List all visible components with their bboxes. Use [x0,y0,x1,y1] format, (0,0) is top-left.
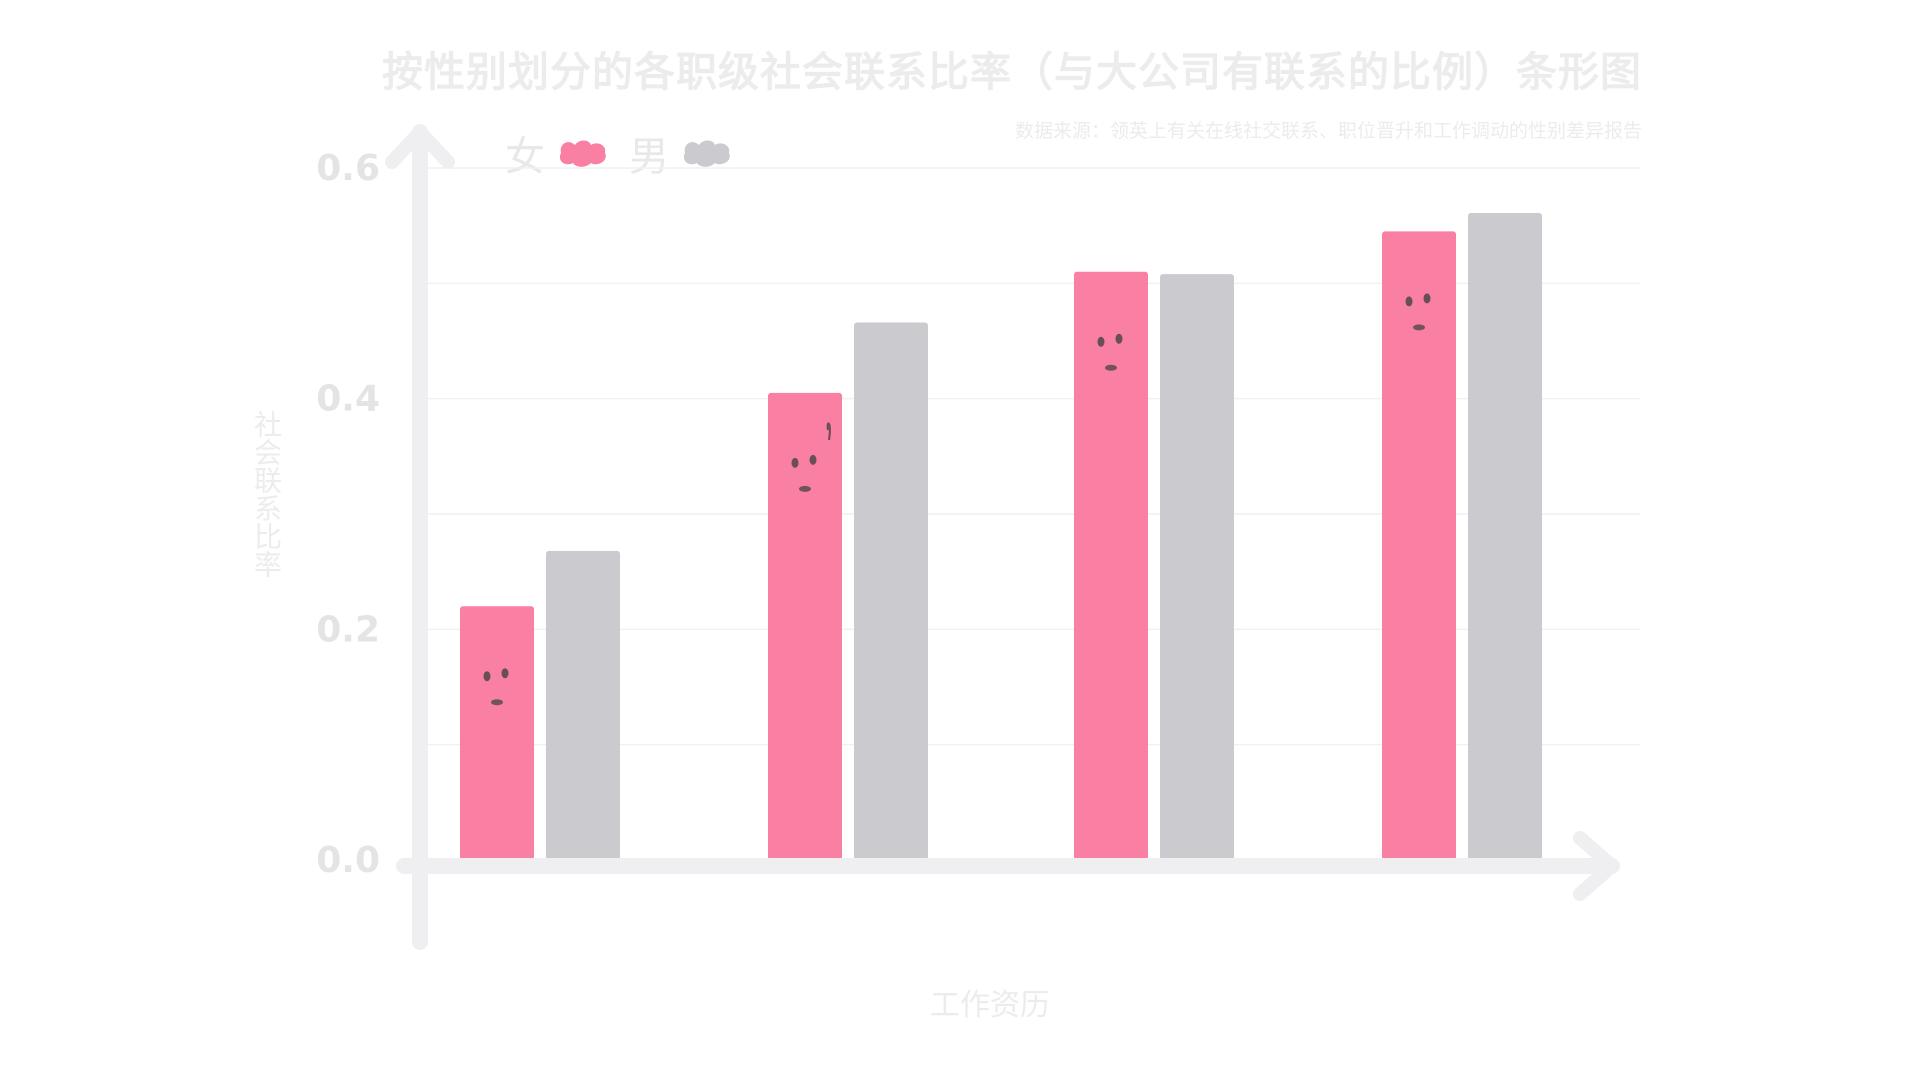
x-axis-label: 工作资历 [930,988,1050,1023]
bar-female [1074,271,1148,860]
y-axis-arrow [385,125,455,169]
chart-subtitle: 数据来源：领英上有关在线社交联系、职位晋升和工作调动的性别差异报告 [1014,120,1642,142]
bar-face-eye [501,668,509,679]
y-tick-label: 0.2 [316,609,380,650]
bar-male [1468,212,1542,861]
legend-label-female: 女 [505,134,545,180]
chart-title: 按性别划分的各职级社会联系比率（与大公司有联系的比例）条形图 [382,48,1642,96]
y-tick-label: 0.0 [316,840,380,881]
legend-swatch-female-shape [559,140,606,167]
bar-face-mouth [491,699,503,706]
legend-swatch-male-shape [683,140,730,167]
bar-face-eye [1097,336,1105,347]
bar-female [460,606,534,860]
bar-face-eye [483,671,491,682]
bar-face-eye [791,457,799,468]
legend-item-female: 女 [505,124,613,182]
bar-face-mouth [1105,364,1117,371]
legend-item-male: 男 [629,124,737,182]
bar-female [768,392,842,860]
y-tick-label: 0.4 [316,379,380,420]
bar-face-eye [809,454,817,465]
bar-face-squiggle [826,422,831,441]
bar-male [854,322,928,861]
legend-swatch-male [683,140,730,167]
bar-female [1382,231,1456,860]
bar-male [1160,274,1234,860]
bar-face-mouth [1413,324,1425,331]
y-tick-label: 0.6 [316,148,380,189]
bar-face-eye [1423,293,1431,304]
bar-male [546,550,620,860]
legend: 女 男 [505,124,753,182]
x-axis-arrow [1573,831,1619,901]
legend-label-male: 男 [629,134,669,180]
legend-swatch-female [559,140,606,167]
bar-face-mouth [799,485,811,492]
bar-face-eye [1115,333,1123,344]
y-axis-label: 社会联系比率 [250,410,283,578]
bar-face-eye [1405,296,1413,307]
